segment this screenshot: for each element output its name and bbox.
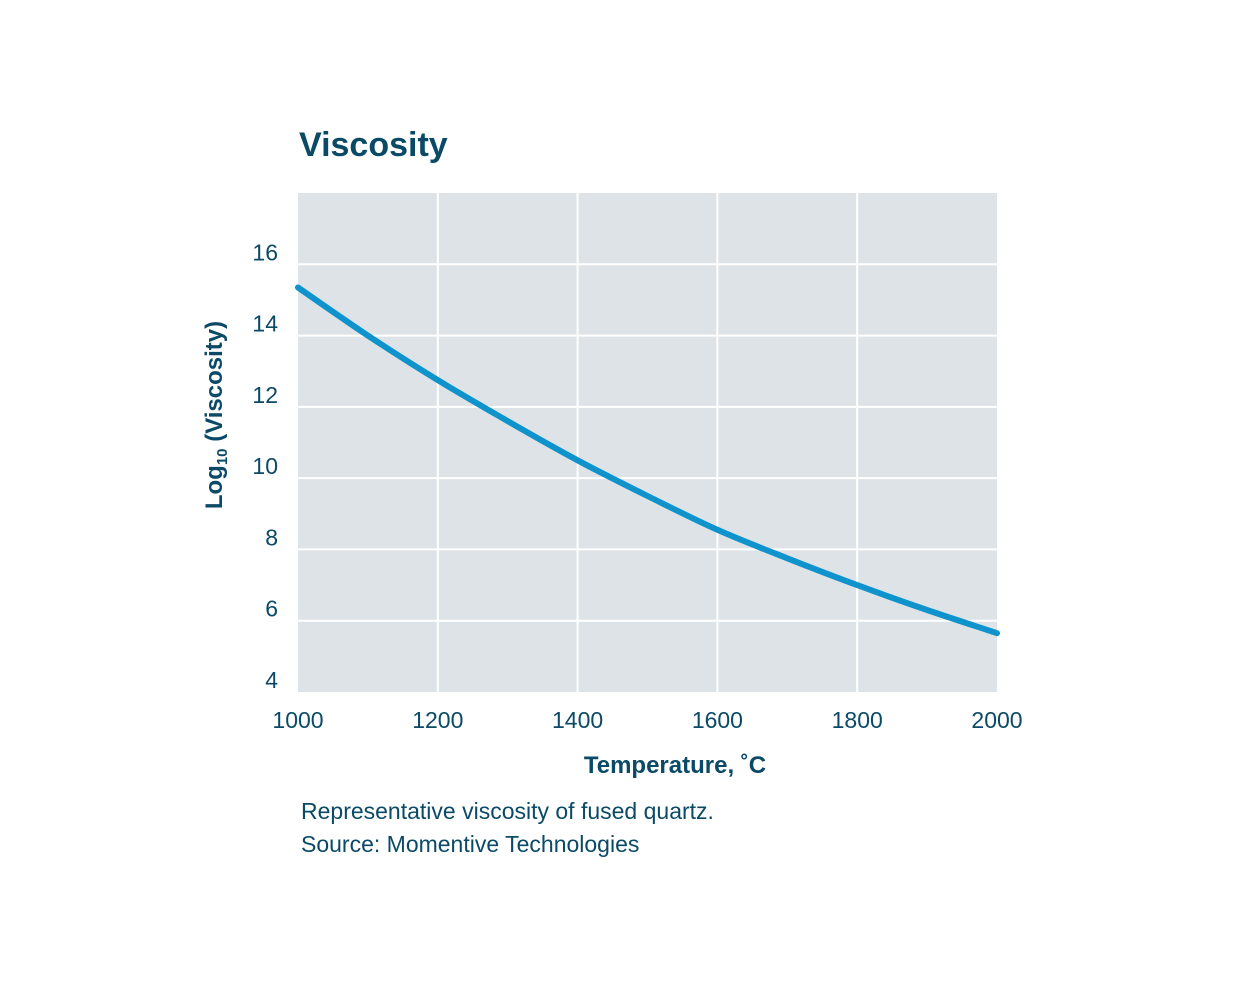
caption-line-1: Representative viscosity of fused quartz… <box>301 798 714 824</box>
x-tick-label: 1400 <box>552 707 603 733</box>
y-tick-label: 14 <box>252 311 278 337</box>
y-axis-label: Log10 (Viscosity) <box>201 321 231 509</box>
caption-source: Source: Momentive Technologies <box>301 831 640 857</box>
viscosity-curve <box>295 284 1000 637</box>
x-axis-label: Temperature, ˚C <box>584 752 766 779</box>
y-axis-label-main: Log <box>201 465 228 509</box>
y-tick-label: 6 <box>265 596 278 622</box>
y-axis-label-subscript: 10 <box>214 448 231 465</box>
chart-title: Viscosity <box>299 126 448 164</box>
chart-caption: Representative viscosity of fused quartz… <box>301 795 714 861</box>
plot-area <box>298 193 997 692</box>
y-tick-label: 4 <box>265 667 278 693</box>
y-tick-label: 12 <box>252 382 278 408</box>
x-tick-label: 1000 <box>272 707 323 733</box>
x-tick-label: 1200 <box>412 707 463 733</box>
x-tick-label: 2000 <box>971 707 1022 733</box>
tick-labels: 1000 1200 1400 1600 1800 2000 4 6 8 10 12 14 16 <box>252 239 1022 733</box>
y-axis-label-rest: (Viscosity) <box>201 321 228 449</box>
x-tick-label: 1600 <box>692 707 743 733</box>
y-tick-label: 16 <box>252 239 278 265</box>
grid-lines <box>298 193 997 692</box>
y-tick-label: 8 <box>265 524 278 550</box>
y-tick-label: 10 <box>252 453 278 479</box>
x-tick-label: 1800 <box>832 707 883 733</box>
